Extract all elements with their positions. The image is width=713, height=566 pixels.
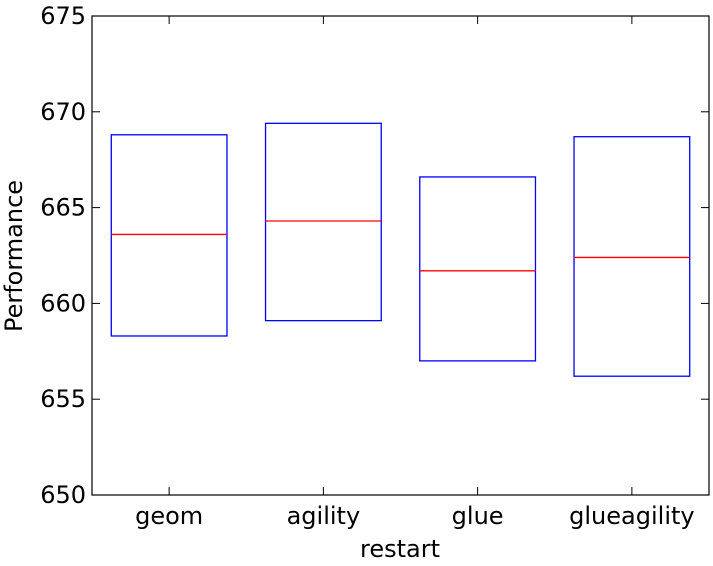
x-tick-label-geom: geom — [135, 502, 203, 530]
y-tick-label: 675 — [40, 2, 86, 30]
box-glue — [419, 176, 537, 362]
y-axis-label: Performance — [0, 180, 28, 332]
x-tick-label-agility: agility — [287, 502, 361, 530]
box-glueagility — [573, 136, 691, 377]
box-geom — [110, 134, 228, 337]
box-agility — [264, 122, 382, 322]
y-tick-label: 670 — [40, 98, 86, 126]
x-axis-label: restart — [360, 535, 440, 563]
x-axis: geom agility glue glueagility — [135, 16, 695, 530]
plot-frame — [91, 15, 710, 496]
y-tick-label: 650 — [40, 481, 86, 509]
x-tick-label-glueagility: glueagility — [569, 502, 694, 530]
y-tick-label: 655 — [40, 385, 86, 413]
y-tick-label: 665 — [40, 194, 86, 222]
y-axis: 650 655 660 665 670 675 — [40, 2, 709, 509]
y-tick-label: 660 — [40, 289, 86, 317]
box-series — [110, 122, 691, 377]
x-tick-label-glue: glue — [452, 502, 504, 530]
